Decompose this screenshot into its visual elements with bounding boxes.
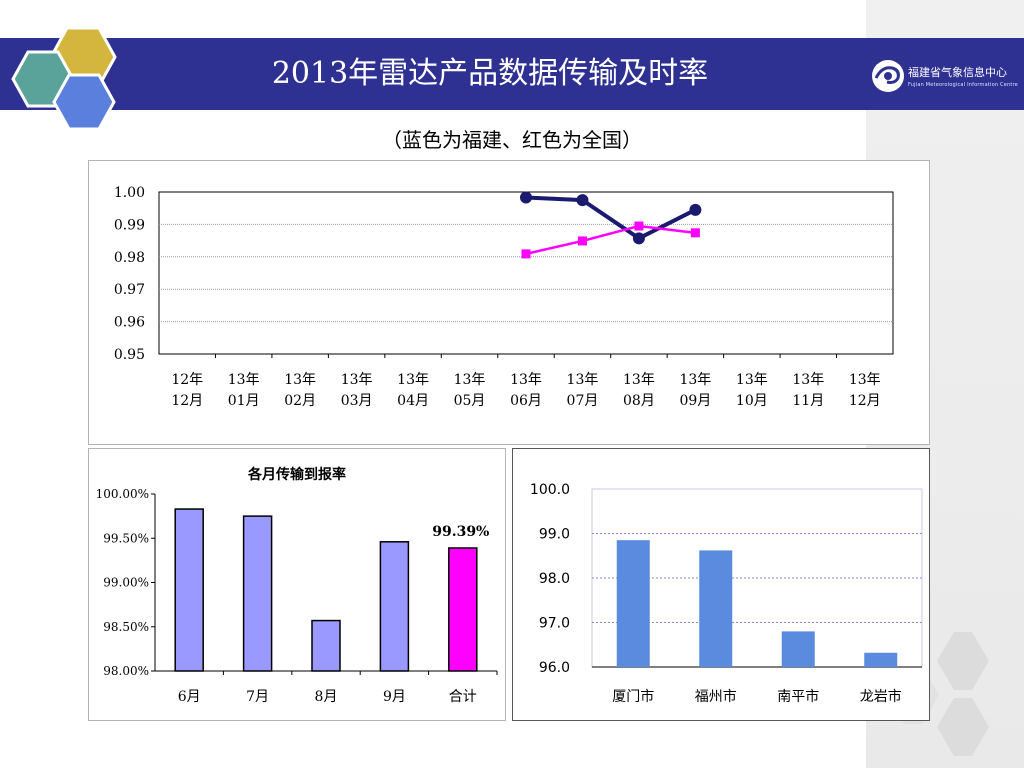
bar: [864, 652, 898, 667]
data-point: [521, 249, 531, 259]
y-tick-label: 98.50%: [103, 620, 149, 634]
line-chart: 0.95 0.96 0.97 0.98 0.99 1.00 12年 12月 13年 01月 13年 0…: [114, 185, 894, 409]
y-tick-label: 99.50%: [103, 531, 149, 545]
bar: [699, 550, 733, 667]
x-tick-label: 13年 03月: [341, 372, 373, 409]
x-tick-label: 龙岩市: [860, 688, 902, 705]
x-tick-label: 8月: [315, 689, 338, 705]
x-tick-label: 13年 08月: [623, 372, 655, 409]
y-tick-label: 99.0: [539, 527, 570, 543]
page-title: 2013年雷达产品数据传输及时率: [271, 56, 709, 91]
data-point: [690, 228, 700, 238]
line-chart-panel: 0.95 0.96 0.97 0.98 0.99 1.00 12年 12月 13年 01月 13年 0…: [88, 160, 930, 445]
x-tick-label: 12年 12月: [171, 372, 203, 409]
x-tick-label: 13年 04月: [397, 372, 429, 409]
x-tick-label: 13年 12月: [849, 372, 881, 409]
x-tick-label: 6月: [178, 689, 201, 705]
y-tick-label: 0.97: [114, 282, 145, 298]
series-line: [525, 224, 696, 256]
data-point: [577, 236, 587, 246]
data-point: [576, 194, 589, 207]
x-tick-label: 13年 01月: [228, 372, 260, 409]
org-logo: [866, 38, 1024, 110]
bar: [242, 515, 273, 672]
x-tick-label: 福州市: [695, 688, 737, 705]
y-tick-label: 98.00%: [103, 664, 149, 678]
plot-area: [158, 191, 894, 355]
x-tick-label: 13年 10月: [736, 372, 768, 409]
chart-note: （蓝色为福建、红色为全国）: [382, 128, 642, 152]
month-bar-chart-panel: 各月传输到报率 98.00% 98.50% 99.00% 99.50% 100.00% 6月…: [88, 448, 506, 721]
month-bar-chart: 各月传输到报率 98.00% 98.50% 99.00% 99.50% 100.00% 6月…: [96, 466, 498, 705]
bar: [616, 540, 650, 667]
bar: [781, 631, 815, 667]
chart-title: 各月传输到报率: [247, 466, 346, 483]
y-tick-label: 0.95: [114, 347, 145, 363]
x-tick-label: 13年 05月: [454, 372, 486, 409]
org-name: 福建省气象信息中心: [908, 66, 1007, 79]
y-tick-label: 98.0: [539, 571, 570, 587]
series-line: [525, 195, 697, 241]
x-tick-label: 7月: [246, 689, 269, 705]
data-point: [634, 221, 644, 231]
x-tick-label: 9月: [383, 689, 406, 705]
x-tick-label: 合计: [449, 689, 477, 705]
y-tick-label: 1.00: [114, 185, 145, 201]
x-tick-label: 13年 02月: [284, 372, 316, 409]
x-tick-label: 13年 06月: [510, 372, 542, 409]
data-point: [520, 191, 532, 204]
weather-emblem-icon: [872, 60, 904, 92]
x-tick-label: 13年 07月: [567, 372, 599, 409]
y-tick-label: 97.0: [539, 616, 570, 632]
x-tick-label: 13年 11月: [792, 372, 824, 409]
hexagon-logo-icon: [11, 26, 117, 131]
city-bar-chart: 96.0 97.0 98.0 99.0 100.0 厦门市 福州市 南平市 龙岩市: [530, 482, 923, 705]
bar: [448, 547, 478, 672]
y-tick-label: 100.0: [530, 482, 570, 498]
y-tick-label: 100.00%: [96, 487, 149, 501]
org-name-english: Fujian Meteorological Information Centre: [908, 82, 1018, 88]
y-tick-label: 0.96: [114, 315, 145, 331]
city-bar-chart-panel: 96.0 97.0 98.0 99.0 100.0 厦门市 福州市 南平市 龙岩市: [512, 448, 930, 721]
y-tick-label: 99.00%: [103, 576, 149, 590]
y-tick-label: 0.98: [114, 250, 145, 266]
data-point: [689, 203, 702, 216]
data-point: [632, 232, 645, 245]
bar: [311, 619, 341, 672]
x-tick-label: 厦门市: [612, 688, 654, 705]
y-tick-label: 0.99: [114, 217, 145, 233]
x-tick-label: 13年 09月: [679, 372, 711, 409]
data-label: 99.39%: [432, 524, 489, 540]
header-bar: [0, 38, 866, 110]
bar: [174, 508, 204, 672]
x-tick-label: 南平市: [777, 688, 819, 705]
y-tick-label: 96.0: [539, 660, 570, 676]
bar: [379, 541, 410, 672]
